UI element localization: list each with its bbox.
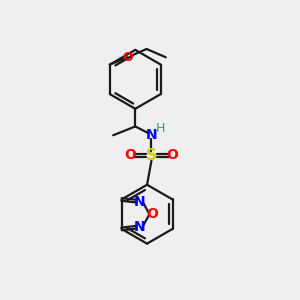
- Text: O: O: [124, 148, 136, 162]
- Text: N: N: [146, 128, 157, 142]
- Text: O: O: [146, 207, 158, 221]
- Text: H: H: [156, 122, 166, 135]
- Text: O: O: [122, 51, 133, 64]
- Text: N: N: [134, 195, 146, 209]
- Text: O: O: [167, 148, 178, 162]
- Text: N: N: [134, 220, 146, 234]
- Text: S: S: [146, 148, 157, 163]
